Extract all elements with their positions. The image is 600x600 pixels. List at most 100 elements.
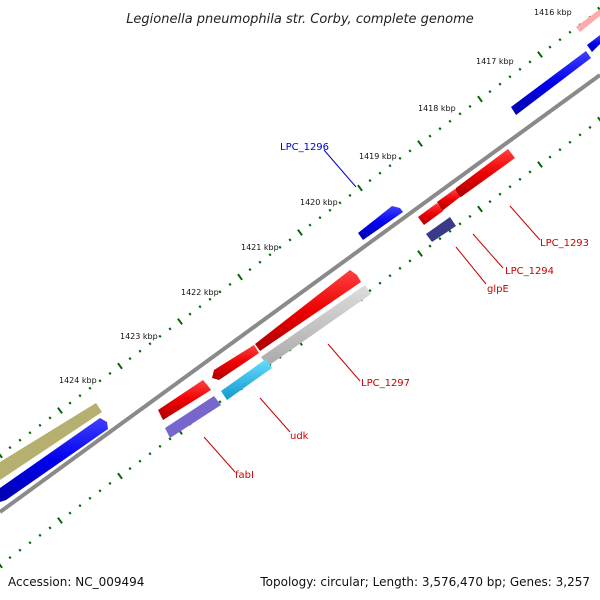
minor-tick <box>38 423 42 427</box>
tick-labels: 1416 kbp 1417 kbp 1418 kbp 1419 kbp 1420… <box>59 8 572 385</box>
map-title: Legionella pneumophila str. Corby, compl… <box>126 12 474 27</box>
minor-tick <box>458 112 462 116</box>
major-tick <box>537 161 543 168</box>
minor-tick <box>8 556 12 560</box>
minor-tick <box>268 253 272 257</box>
outer-tick-dots <box>0 6 600 459</box>
olive-feature[interactable] <box>0 403 102 480</box>
minor-tick <box>388 164 392 168</box>
minor-tick <box>68 401 72 405</box>
gene-lpc-1297-arrow[interactable] <box>255 270 361 351</box>
minor-tick <box>488 200 492 204</box>
rna-feature[interactable] <box>576 9 600 32</box>
minor-tick <box>38 533 42 537</box>
leader-line <box>323 149 357 188</box>
minor-tick <box>248 268 252 272</box>
major-tick <box>357 184 363 192</box>
minor-tick <box>48 526 52 530</box>
gene-red-small-arrow[interactable] <box>418 203 443 225</box>
minor-tick <box>568 140 572 144</box>
minor-tick <box>188 312 192 316</box>
gene-red-left-arrow[interactable] <box>158 380 211 420</box>
minor-tick <box>198 305 202 309</box>
minor-tick <box>68 511 72 515</box>
minor-tick <box>8 446 12 450</box>
minor-tick <box>378 171 382 175</box>
gene-glpe-arrow[interactable] <box>426 217 456 242</box>
reverse-features <box>158 149 515 438</box>
minor-tick <box>28 431 32 435</box>
minor-tick <box>78 504 82 508</box>
minor-tick <box>168 327 172 331</box>
minor-tick <box>428 244 432 248</box>
minor-tick <box>98 489 102 493</box>
minor-tick <box>158 444 162 448</box>
gene-lpc-1294-arrow[interactable] <box>437 189 460 211</box>
gene-label-glpe[interactable]: glpE <box>487 284 509 295</box>
minor-tick <box>168 437 172 441</box>
gene-label-udk[interactable]: udk <box>290 431 309 442</box>
major-tick <box>0 563 3 569</box>
minor-tick <box>398 266 402 270</box>
major-tick <box>537 51 543 58</box>
minor-tick <box>378 281 382 285</box>
minor-tick <box>308 223 312 227</box>
minor-tick <box>408 259 412 263</box>
gene-label-lpc-1296[interactable]: LPC_1296 <box>280 142 329 153</box>
tick-label: 1419 kbp <box>359 152 397 161</box>
gene-lpc-1293-arrow[interactable] <box>453 149 515 197</box>
gene-fabi-arrow[interactable] <box>165 396 221 438</box>
gene-label-lpc-1294[interactable]: LPC_1294 <box>505 266 554 277</box>
gene-label-fabi[interactable]: fabI <box>235 470 254 481</box>
minor-tick <box>438 127 442 131</box>
gene-lpc-1296-arrow[interactable] <box>358 206 403 240</box>
minor-tick <box>88 496 92 500</box>
backbone-line <box>0 73 600 514</box>
gene-udk-arrow[interactable] <box>221 359 272 400</box>
minor-tick <box>278 245 282 249</box>
minor-tick <box>518 177 522 181</box>
gene-arrow-forward-left[interactable] <box>0 418 108 502</box>
minor-tick <box>228 282 232 286</box>
minor-tick <box>578 133 582 137</box>
major-tick <box>237 273 243 281</box>
leader-line <box>509 205 541 241</box>
genome-summary-text: Topology: circular; Length: 3,576,470 bp… <box>259 575 590 589</box>
minor-tick <box>148 452 152 456</box>
tick-label: 1420 kbp <box>300 198 338 207</box>
minor-tick <box>138 349 142 353</box>
minor-tick <box>448 229 452 233</box>
minor-tick <box>88 386 92 390</box>
minor-tick <box>48 416 52 420</box>
gene-arrow-forward[interactable] <box>587 35 600 52</box>
minor-tick <box>218 400 222 404</box>
minor-tick <box>368 289 372 293</box>
minor-tick <box>438 237 442 241</box>
minor-tick <box>398 156 402 160</box>
major-tick <box>297 229 303 236</box>
tick-label: 1422 kbp <box>181 288 219 297</box>
minor-tick <box>408 149 412 153</box>
minor-tick <box>18 438 22 442</box>
leader-line <box>259 397 291 433</box>
minor-tick <box>388 274 392 278</box>
tick-label: 1421 kbp <box>241 243 279 252</box>
gene-red-mid-arrow[interactable] <box>212 345 259 380</box>
gene-label-lpc-1293[interactable]: LPC_1293 <box>540 238 589 249</box>
minor-tick <box>448 119 452 123</box>
gene-label-lpc-1297[interactable]: LPC_1297 <box>361 378 410 389</box>
major-tick <box>0 453 3 459</box>
forward-features <box>0 9 600 502</box>
tick-label: 1424 kbp <box>59 376 97 385</box>
leader-line <box>472 233 504 269</box>
minor-tick <box>428 134 432 138</box>
minor-tick <box>508 75 512 79</box>
tick-label: 1417 kbp <box>476 57 514 66</box>
leader-line <box>327 343 361 382</box>
minor-tick <box>128 467 132 471</box>
gene-arrow-forward[interactable] <box>511 51 591 115</box>
minor-tick <box>98 379 102 383</box>
pseudo-feature[interactable] <box>261 285 371 366</box>
minor-tick <box>208 297 212 301</box>
